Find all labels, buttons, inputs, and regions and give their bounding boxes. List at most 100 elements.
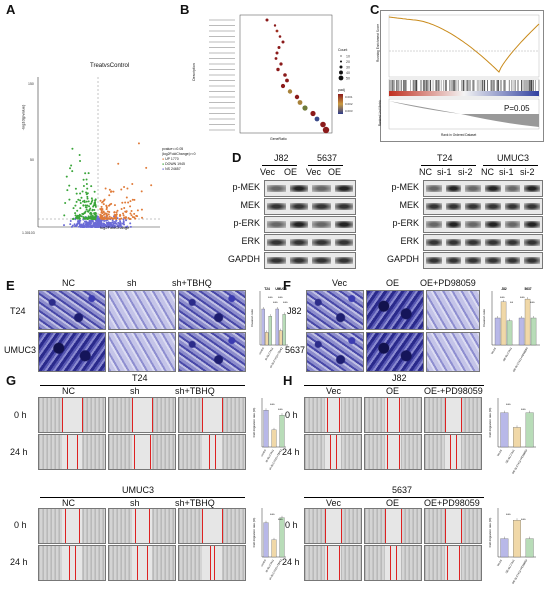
- volcano-point: [131, 183, 134, 186]
- panel-label-e: E: [6, 278, 15, 293]
- volcano-point: [107, 224, 110, 227]
- wound-healing-image: [304, 434, 362, 470]
- volcano-point: [123, 185, 126, 188]
- x-tick-label: sh-SLC7A11: [264, 448, 275, 463]
- volcano-point: [88, 220, 91, 223]
- wound-healing-image: [364, 508, 422, 544]
- volcano-point: [94, 214, 97, 217]
- volcano-point: [100, 209, 103, 212]
- invasion-image: [108, 332, 176, 372]
- bar: [271, 539, 277, 558]
- volcano-point: [137, 142, 140, 145]
- x-tick-label: OE-SLC7A11+PD98059: [511, 346, 529, 373]
- volcano-point: [69, 223, 72, 226]
- wound-edge-line: [450, 435, 452, 469]
- y-axis-label: Invasion ratio: [482, 309, 486, 327]
- volcano-point: [74, 225, 77, 228]
- wb-band: [445, 203, 462, 210]
- group-label: 5637: [392, 485, 413, 495]
- wound-edge-line: [327, 398, 329, 432]
- wb-lane: si-1: [437, 167, 452, 177]
- padj-legend-label: 0.002: [345, 102, 353, 106]
- wb-band: [267, 257, 286, 264]
- invasion-image: [38, 290, 106, 330]
- volcano-point: [78, 217, 81, 220]
- bar-chart-svg: Cell migration rate (%) *** *** Vector OE-SL…: [488, 398, 536, 475]
- volcano-ytick: 150: [28, 82, 34, 86]
- wb-band: [267, 239, 286, 246]
- legend-item-up: ● UP 1770: [162, 157, 179, 161]
- y-axis-label: Cell migration rate (%): [252, 408, 256, 438]
- volcano-point: [89, 215, 92, 218]
- count-legend-label: 40: [346, 71, 350, 75]
- dot-point: [314, 116, 320, 122]
- volcano-point: [135, 214, 138, 217]
- volcano-point: [116, 209, 119, 212]
- volcano-point: [129, 212, 132, 215]
- wb-row-label: p-ERK: [233, 218, 260, 228]
- wb-band: [524, 257, 540, 264]
- col-header: OE+PD98059: [424, 498, 480, 508]
- wb-band: [445, 221, 462, 228]
- wound-healing-image: [178, 434, 246, 470]
- wb-band: [465, 239, 481, 246]
- panel-label-a: A: [6, 2, 16, 17]
- volcano-point: [81, 190, 84, 193]
- volcano-point: [90, 200, 93, 203]
- wound-edge-line: [444, 398, 446, 432]
- volcano-point: [87, 200, 90, 203]
- wound-edge-line: [221, 509, 223, 543]
- volcano-point: [70, 164, 73, 167]
- bar-chart-h-top: Cell migration rate (%) *** *** Vector OE-SL…: [488, 392, 538, 477]
- wb-row-label: p-MEK: [232, 182, 260, 192]
- invasion-image: [108, 290, 176, 330]
- volcano-point: [85, 222, 88, 225]
- volcano-point: [87, 172, 90, 175]
- y-axis-label: Invasion ratio: [250, 309, 254, 327]
- volcano-point: [80, 223, 83, 226]
- volcano-point: [86, 192, 89, 195]
- volcano-point: [79, 225, 82, 228]
- dot-point: [278, 35, 282, 38]
- volcano-point: [79, 219, 82, 222]
- col-header: sh+TBHQ: [175, 386, 215, 396]
- volcano-point: [107, 213, 110, 216]
- volcano-point: [64, 201, 67, 204]
- volcano-point: [89, 216, 92, 219]
- volcano-point: [103, 225, 106, 228]
- group-label: J82: [501, 287, 507, 291]
- volcano-ytick: 1.30103: [22, 231, 35, 235]
- volcano-point: [94, 224, 97, 227]
- volcano-point: [84, 204, 87, 207]
- dot-point: [294, 94, 300, 100]
- group-label: UMUC3: [122, 485, 155, 495]
- volcano-point: [123, 206, 126, 209]
- dot-plot: 10 20 30 40 50 0.001 0.002 0.003 Description Ge…: [192, 10, 365, 145]
- wb-row-label: MEK: [240, 200, 260, 210]
- row-label: 24 h: [10, 447, 28, 457]
- wound-healing-image: [108, 434, 176, 470]
- bar-chart-f: Invasion ratio J82 5637 *** ** *** *** Vector OE…: [482, 285, 542, 375]
- wb-band: [289, 257, 308, 264]
- volcano-point: [86, 204, 89, 207]
- wound-healing-image: [364, 545, 422, 581]
- volcano-point: [150, 184, 153, 187]
- bar: [525, 538, 534, 558]
- row-label: 0 h: [14, 410, 27, 420]
- volcano-point: [127, 201, 130, 204]
- volcano-point: [76, 209, 79, 212]
- group-label: UMUC3: [275, 287, 287, 291]
- significance-label: ***: [278, 295, 283, 300]
- volcano-point: [86, 225, 89, 228]
- bar: [268, 316, 272, 346]
- invasion-image: [366, 332, 424, 372]
- volcano-point: [103, 222, 106, 225]
- wound-edge-line: [458, 546, 460, 580]
- wb-band: [289, 239, 308, 246]
- group-label: T24: [264, 287, 270, 291]
- volcano-point: [122, 218, 125, 221]
- col-header: sh: [127, 278, 137, 288]
- volcano-point: [82, 178, 85, 181]
- volcano-point: [125, 225, 128, 228]
- volcano-point: [69, 167, 72, 170]
